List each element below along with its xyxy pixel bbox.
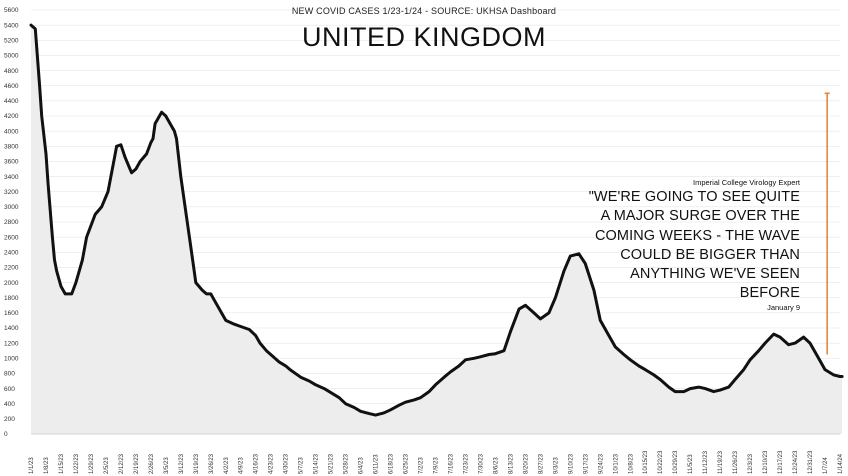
y-tick-label: 2000 xyxy=(4,280,19,287)
y-tick-label: 3200 xyxy=(4,189,19,196)
annotation-source: Imperial College Virology Expert xyxy=(693,178,800,187)
x-tick-label: 7/16/23 xyxy=(448,453,454,474)
x-tick-label: 7/2/23 xyxy=(419,457,425,474)
x-tick-label: 1/8/23 xyxy=(44,457,50,474)
x-tick-label: 4/23/23 xyxy=(269,453,275,474)
annotation-date: January 9 xyxy=(767,303,800,312)
x-tick-label: 10/1/23 xyxy=(613,453,619,474)
y-tick-label: 0 xyxy=(4,431,8,438)
x-tick-label: 2/12/23 xyxy=(119,453,125,474)
y-tick-label: 5400 xyxy=(4,22,19,29)
x-tick-label: 1/14/24 xyxy=(838,453,844,474)
x-tick-label: 8/20/23 xyxy=(523,453,529,474)
x-tick-label: 9/3/23 xyxy=(553,457,559,474)
x-tick-label: 11/12/23 xyxy=(703,450,709,474)
x-tick-label: 7/30/23 xyxy=(478,453,484,474)
x-tick-label: 11/19/23 xyxy=(718,450,724,474)
y-tick-label: 3600 xyxy=(4,159,19,166)
x-tick-label: 2/19/23 xyxy=(134,453,140,474)
chart-subtitle: NEW COVID CASES 1/23-1/24 - SOURCE: UKHS… xyxy=(291,6,557,16)
y-tick-label: 2200 xyxy=(4,265,19,272)
x-tick-label: 5/14/23 xyxy=(314,453,320,474)
y-tick-label: 5200 xyxy=(4,37,19,44)
x-tick-label: 7/23/23 xyxy=(463,453,469,474)
x-tick-label: 5/7/23 xyxy=(299,457,305,474)
y-tick-label: 4600 xyxy=(4,83,19,90)
x-tick-label: 4/9/23 xyxy=(239,457,245,474)
y-axis: 0 200 400 600 800 1000 1200 1400 1600 1800 2000 220… xyxy=(4,7,19,438)
annotation-quote: "WE'RE GOING TO SEE QUITE A MAJOR SURGE … xyxy=(588,189,800,302)
y-tick-label: 5000 xyxy=(4,53,19,60)
y-tick-label: 400 xyxy=(4,401,15,408)
x-axis: 1/1/23 1/8/23 1/15/23 1/22/23 1/29/23 2/5/23 2… xyxy=(29,433,844,474)
x-tick-label: 7/9/23 xyxy=(434,457,440,474)
series-line-path xyxy=(29,23,844,417)
x-tick-label: 8/6/23 xyxy=(493,457,499,474)
x-tick-label: 3/26/23 xyxy=(209,453,215,474)
y-tick-label: 4400 xyxy=(4,98,19,105)
x-tick-label: 3/5/23 xyxy=(164,457,170,474)
y-tick-label: 3800 xyxy=(4,143,19,150)
x-tick-label: 1/15/23 xyxy=(59,453,65,474)
x-tick-label: 6/11/23 xyxy=(374,454,380,474)
y-tick-label: 800 xyxy=(4,371,15,378)
x-tick-label: 1/7/24 xyxy=(823,457,829,474)
x-tick-label: 8/13/23 xyxy=(508,453,514,474)
x-tick-label: 1/1/23 xyxy=(29,457,35,474)
y-tick-label: 4800 xyxy=(4,68,19,75)
x-tick-label: 5/28/23 xyxy=(344,453,350,474)
x-tick-label: 6/4/23 xyxy=(359,457,365,474)
x-tick-label: 1/29/23 xyxy=(89,453,95,474)
y-tick-label: 3000 xyxy=(4,204,19,211)
x-tick-label: 2/26/23 xyxy=(149,453,155,474)
y-tick-label: 4200 xyxy=(4,113,19,120)
x-tick-label: 12/3/23 xyxy=(748,453,754,474)
chart-title: UNITED KINGDOM xyxy=(301,22,546,52)
x-tick-label: 6/25/23 xyxy=(404,453,410,474)
x-tick-label: 9/24/23 xyxy=(598,453,604,474)
series-line xyxy=(29,23,844,417)
x-tick-label: 5/21/23 xyxy=(329,453,335,474)
y-tick-label: 600 xyxy=(4,386,15,393)
x-tick-label: 2/5/23 xyxy=(104,457,110,474)
x-tick-label: 9/17/23 xyxy=(583,453,589,474)
x-tick-label: 12/31/23 xyxy=(808,450,814,474)
y-tick-label: 2400 xyxy=(4,249,19,256)
y-tick-label: 1200 xyxy=(4,340,19,347)
y-tick-label: 5600 xyxy=(4,7,19,14)
series-area xyxy=(31,25,843,434)
x-tick-label: 8/27/23 xyxy=(538,453,544,474)
x-tick-label: 6/18/23 xyxy=(389,453,395,474)
series-area-fill xyxy=(31,25,843,434)
x-tick-label: 1/22/23 xyxy=(74,453,80,474)
y-tick-label: 2600 xyxy=(4,234,19,241)
y-tick-label: 4000 xyxy=(4,128,19,135)
x-tick-label: 9/10/23 xyxy=(568,453,574,474)
x-tick-label: 4/16/23 xyxy=(254,453,260,474)
x-tick-label: 3/19/23 xyxy=(194,453,200,474)
x-tick-label: 10/29/23 xyxy=(673,450,679,474)
x-tick-label: 10/8/23 xyxy=(628,453,634,474)
x-tick-label: 12/10/23 xyxy=(763,450,769,474)
y-tick-label: 3400 xyxy=(4,174,19,181)
y-tick-label: 1000 xyxy=(4,355,19,362)
y-tick-label: 1400 xyxy=(4,325,19,332)
y-tick-label: 2800 xyxy=(4,219,19,226)
x-tick-label: 4/30/23 xyxy=(284,453,290,474)
x-tick-label: 3/12/23 xyxy=(179,453,185,474)
x-tick-label: 12/24/23 xyxy=(793,450,799,474)
x-tick-label: 10/15/23 xyxy=(643,450,649,474)
y-tick-label: 200 xyxy=(4,416,15,423)
x-tick-label: 10/22/23 xyxy=(658,450,664,474)
annotation-marker xyxy=(824,92,830,355)
x-tick-label: 11/26/23 xyxy=(733,450,739,474)
x-tick-label: 4/2/23 xyxy=(224,457,230,474)
x-tick-label: 12/17/23 xyxy=(778,450,784,474)
x-tick-label: 11/5/23 xyxy=(688,454,694,474)
y-tick-label: 1600 xyxy=(4,310,19,317)
y-tick-label: 1800 xyxy=(4,295,19,302)
